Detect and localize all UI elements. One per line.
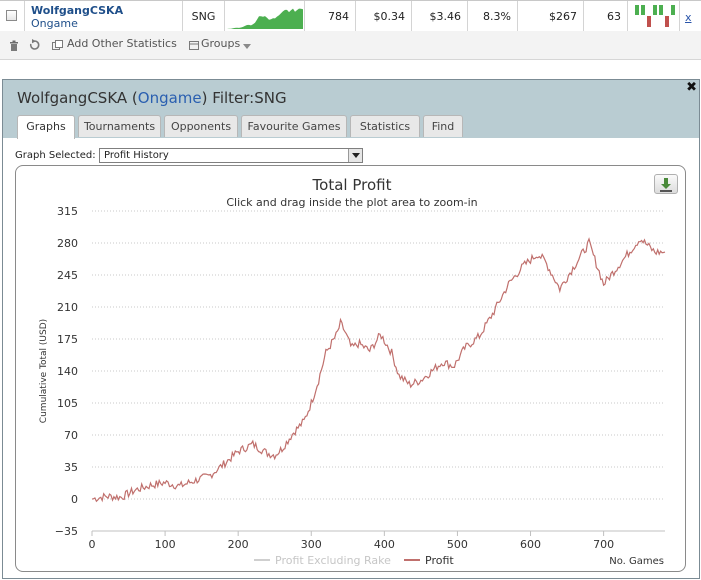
graph-select[interactable]: Profit History: [99, 148, 363, 163]
form-bar-win: [671, 5, 675, 15]
tab-opponents[interactable]: Opponents: [164, 115, 238, 137]
x-tick-label: 300: [301, 538, 322, 551]
legend-label: Profit: [425, 554, 454, 567]
roi-cell: 8.3%: [468, 1, 518, 31]
y-tick-label: 315: [57, 205, 78, 218]
y-tick-label: 70: [64, 429, 78, 442]
player-cell: WolfgangCSKA Ongame: [25, 1, 183, 31]
form-bar-win: [659, 5, 663, 15]
x-tick-label: 500: [447, 538, 468, 551]
avg-profit-cell: $0.34: [356, 1, 412, 31]
legend-label: Profit Excluding Rake: [275, 554, 391, 567]
x-axis-ticks: 0 100 200 300 400 500 600 700: [89, 531, 614, 551]
x-axis-label: No. Games: [609, 556, 664, 567]
download-icon: [660, 178, 672, 192]
y-tick-label: 175: [57, 333, 78, 346]
title-filter: ) Filter:SNG: [201, 89, 287, 107]
download-button[interactable]: [654, 174, 678, 194]
panel-header: WolfgangCSKA (Ongame) Filter:SNG ✖ Graph…: [3, 80, 699, 139]
tab-graphs[interactable]: Graphs: [17, 115, 75, 139]
close-icon[interactable]: ✖: [686, 80, 697, 95]
profit-line: [91, 237, 666, 503]
y-tick-label: −35: [55, 525, 78, 538]
y-tick-label: 210: [57, 301, 78, 314]
x-tick-label: 400: [374, 538, 395, 551]
profit-sparkline: [227, 8, 303, 29]
y-tick-label: 280: [57, 237, 78, 250]
form-bar-win: [641, 5, 645, 15]
count-value: 63: [607, 10, 621, 23]
y-tick-label: 0: [71, 493, 78, 506]
games-cell: 784: [305, 1, 356, 31]
tab-tournaments[interactable]: Tournaments: [78, 115, 161, 137]
add-other-statistics-link[interactable]: Add Other Statistics: [67, 37, 177, 50]
site-link[interactable]: Ongame: [31, 17, 78, 30]
avg-stake-cell: $3.46: [412, 1, 468, 31]
form-bar-loss: [665, 16, 669, 27]
form-bar-win: [653, 5, 657, 15]
graph-selected-label: Graph Selected:: [15, 150, 96, 161]
game-type-cell: SNG: [183, 1, 225, 31]
groups-icon: [189, 41, 199, 50]
select-cell: [0, 1, 25, 31]
avg-profit: $0.34: [373, 10, 406, 23]
total-profit-cell: $267: [518, 1, 584, 31]
graph-select-value: Profit History: [104, 150, 169, 161]
title-site-link[interactable]: Ongame: [137, 89, 202, 107]
player-summary-row: WolfgangCSKA Ongame SNG 784 $0.34 $3.46 …: [0, 0, 701, 32]
remove-row-link[interactable]: x: [685, 11, 692, 24]
chart-series: [91, 237, 666, 503]
refresh-icon[interactable]: [29, 39, 40, 51]
profit-chart[interactable]: Total Profit Click and drag inside the p…: [16, 166, 685, 571]
total-profit: $267: [549, 10, 577, 23]
chart-title: Total Profit: [312, 176, 392, 194]
form-bar-win: [635, 5, 639, 15]
chart-subtitle: Click and drag inside the plot area to z…: [226, 196, 477, 209]
tab-favourite-games[interactable]: Favourite Games: [241, 115, 347, 137]
form-bar-loss: [647, 16, 651, 27]
chevron-down-icon[interactable]: [243, 44, 251, 49]
x-tick-label: 700: [593, 538, 614, 551]
tab-find[interactable]: Find: [423, 115, 463, 137]
chart-legend[interactable]: Profit Excluding Rake Profit: [254, 554, 454, 567]
y-axis-label: Cumulative Total (USD): [39, 319, 49, 423]
tab-statistics[interactable]: Statistics: [350, 115, 420, 137]
x-tick-label: 100: [155, 538, 176, 551]
roi: 8.3%: [483, 10, 511, 23]
y-tick-label: 35: [64, 461, 78, 474]
title-player: WolfgangCSKA (: [17, 89, 138, 107]
y-tick-label: 105: [57, 397, 78, 410]
y-tick-label: 245: [57, 269, 78, 282]
chart-container[interactable]: Total Profit Click and drag inside the p…: [15, 165, 686, 572]
y-tick-label: 140: [57, 365, 78, 378]
x-tick-label: 200: [228, 538, 249, 551]
sparkline-cell: [225, 1, 305, 31]
x-tick-label: 0: [89, 538, 96, 551]
game-type: SNG: [191, 10, 216, 23]
player-name-link[interactable]: WolfgangCSKA: [31, 4, 124, 17]
checkbox-icon[interactable]: [6, 10, 17, 21]
avg-stake: $3.46: [429, 10, 462, 23]
recent-form-cell: [628, 1, 680, 31]
y-axis-ticks: 315 280 245 210 175 140 105 70 35 0 −35: [55, 205, 78, 538]
count-cell: 63: [584, 1, 628, 31]
row-toolbar: Add Other Statistics Groups: [0, 31, 701, 60]
recent-form-bars: [635, 5, 675, 27]
games-count: 784: [328, 10, 349, 23]
add-stats-icon: [52, 40, 63, 50]
panel-title: WolfgangCSKA (Ongame) Filter:SNG: [17, 89, 287, 107]
x-tick-label: 600: [520, 538, 541, 551]
trash-icon[interactable]: [9, 40, 19, 51]
groups-dropdown[interactable]: Groups: [201, 37, 241, 50]
chevron-down-icon[interactable]: [348, 149, 362, 162]
player-detail-panel: WolfgangCSKA (Ongame) Filter:SNG ✖ Graph…: [2, 79, 700, 579]
